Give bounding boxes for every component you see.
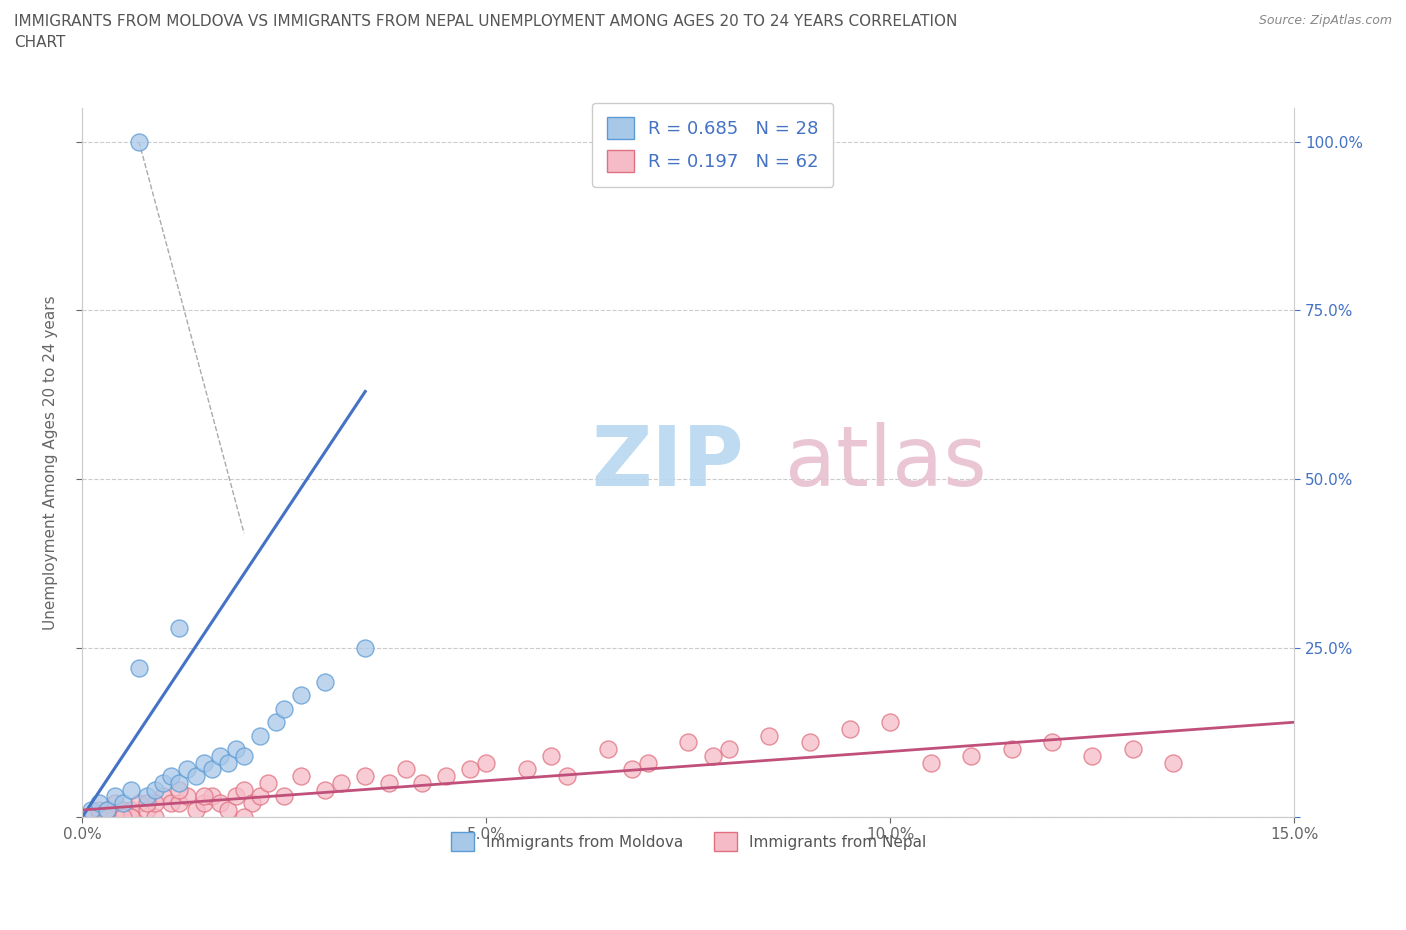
Point <box>87 803 110 817</box>
Point <box>208 796 231 811</box>
Point <box>266 715 288 730</box>
Point <box>160 769 183 784</box>
Point <box>540 749 562 764</box>
Point <box>143 782 166 797</box>
Point <box>184 769 207 784</box>
Point <box>128 661 150 676</box>
Point <box>111 803 134 817</box>
Point <box>290 688 312 703</box>
Point <box>111 796 134 811</box>
Point <box>120 803 142 817</box>
Point <box>233 809 256 824</box>
Point <box>378 776 401 790</box>
Point <box>1081 749 1104 764</box>
Point <box>620 762 643 777</box>
Point <box>96 809 118 824</box>
Point <box>257 776 280 790</box>
Point <box>143 809 166 824</box>
Point <box>79 809 101 824</box>
Point <box>1040 735 1063 750</box>
Point <box>458 762 481 777</box>
Point <box>1161 755 1184 770</box>
Point <box>596 742 619 757</box>
Point <box>152 789 174 804</box>
Point <box>960 749 983 764</box>
Point <box>143 796 166 811</box>
Point <box>273 789 295 804</box>
Point <box>1001 742 1024 757</box>
Point <box>169 620 191 635</box>
Point <box>273 701 295 716</box>
Point <box>169 796 191 811</box>
Text: atlas: atlas <box>786 422 987 503</box>
Point <box>678 735 700 750</box>
Point <box>555 769 578 784</box>
Legend: Immigrants from Moldova, Immigrants from Nepal: Immigrants from Moldova, Immigrants from… <box>443 825 934 858</box>
Point <box>225 742 247 757</box>
Point <box>176 789 198 804</box>
Point <box>201 789 224 804</box>
Point <box>516 762 538 777</box>
Point <box>411 776 433 790</box>
Point <box>839 722 862 737</box>
Point <box>169 776 191 790</box>
Point <box>354 641 377 656</box>
Point <box>314 674 336 689</box>
Text: ZIP: ZIP <box>592 422 744 503</box>
Point <box>104 796 127 811</box>
Point <box>920 755 942 770</box>
Point <box>136 796 159 811</box>
Point <box>193 789 215 804</box>
Point <box>128 134 150 149</box>
Point <box>184 803 207 817</box>
Point <box>314 782 336 797</box>
Text: Source: ZipAtlas.com: Source: ZipAtlas.com <box>1258 14 1392 27</box>
Point <box>104 789 127 804</box>
Point <box>799 735 821 750</box>
Point <box>758 728 780 743</box>
Point <box>160 796 183 811</box>
Point <box>120 809 142 824</box>
Point <box>879 715 901 730</box>
Point <box>217 755 239 770</box>
Text: IMMIGRANTS FROM MOLDOVA VS IMMIGRANTS FROM NEPAL UNEMPLOYMENT AMONG AGES 20 TO 2: IMMIGRANTS FROM MOLDOVA VS IMMIGRANTS FR… <box>14 14 957 50</box>
Point <box>249 789 271 804</box>
Point <box>354 769 377 784</box>
Point <box>233 749 256 764</box>
Point <box>152 776 174 790</box>
Point <box>120 782 142 797</box>
Point <box>225 789 247 804</box>
Point <box>637 755 659 770</box>
Point <box>136 803 159 817</box>
Point <box>395 762 418 777</box>
Point <box>233 782 256 797</box>
Y-axis label: Unemployment Among Ages 20 to 24 years: Unemployment Among Ages 20 to 24 years <box>44 295 58 630</box>
Point <box>717 742 740 757</box>
Point <box>330 776 353 790</box>
Point <box>434 769 457 784</box>
Point <box>169 782 191 797</box>
Point <box>475 755 498 770</box>
Point <box>217 803 239 817</box>
Point <box>111 809 134 824</box>
Point <box>128 796 150 811</box>
Point <box>201 762 224 777</box>
Point <box>79 803 101 817</box>
Point <box>702 749 724 764</box>
Point <box>87 796 110 811</box>
Point <box>249 728 271 743</box>
Point <box>136 789 159 804</box>
Point <box>290 769 312 784</box>
Point <box>176 762 198 777</box>
Point <box>96 803 118 817</box>
Point <box>240 796 263 811</box>
Point <box>193 796 215 811</box>
Point <box>96 803 118 817</box>
Point <box>1122 742 1144 757</box>
Point <box>193 755 215 770</box>
Point <box>208 749 231 764</box>
